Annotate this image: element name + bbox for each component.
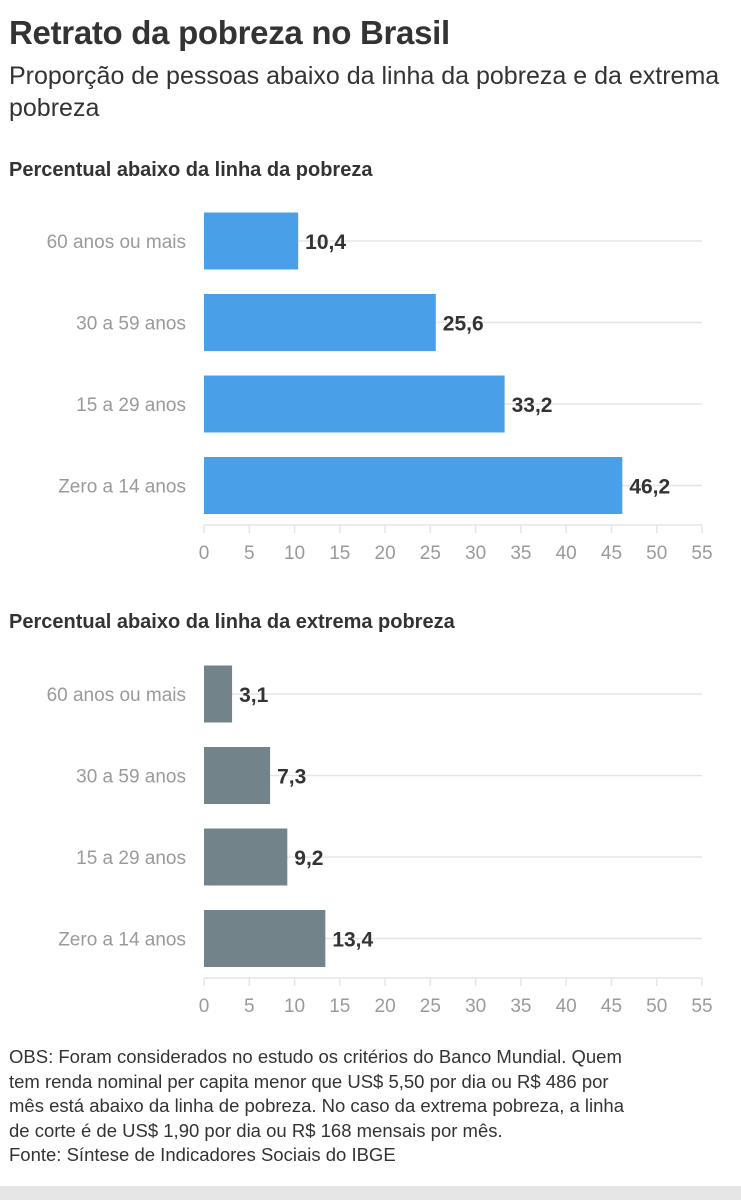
bar — [204, 457, 623, 514]
x-tick-label: 35 — [510, 543, 531, 564]
x-tick-label: 25 — [420, 996, 441, 1017]
data-label: 33,2 — [512, 394, 553, 417]
bar — [204, 910, 326, 967]
footnote-line: tem renda nominal per capita menor que U… — [9, 1070, 609, 1092]
footnote-line: OBS: Foram considerados no estudo os cri… — [9, 1046, 622, 1067]
category-label: 30 a 59 anos — [76, 767, 186, 788]
bar — [204, 294, 436, 351]
x-tick-label: 50 — [646, 996, 667, 1017]
category-label: 60 anos ou mais — [47, 685, 186, 706]
category-label: 15 a 29 anos — [76, 395, 186, 416]
footnote: OBS: Foram considerados no estudo os cri… — [9, 1045, 734, 1168]
data-label: 7,3 — [277, 766, 306, 789]
x-tick-label: 45 — [601, 996, 622, 1017]
x-tick-label: 55 — [691, 996, 712, 1017]
poverty-chart-title: Percentual abaixo da linha da pobreza — [9, 159, 373, 181]
x-tick-label: 5 — [244, 543, 255, 564]
x-tick-label: 0 — [199, 996, 210, 1017]
bottom-border — [0, 1186, 741, 1200]
x-tick-label: 55 — [691, 543, 712, 564]
data-label: 13,4 — [332, 929, 373, 952]
data-label: 3,1 — [239, 684, 269, 707]
x-tick-label: 25 — [420, 543, 441, 564]
data-label: 46,2 — [629, 476, 670, 499]
x-tick-label: 5 — [244, 996, 255, 1017]
bar — [204, 375, 505, 433]
x-tick-label: 40 — [556, 996, 577, 1017]
x-tick-label: 30 — [465, 996, 486, 1017]
x-tick-label: 20 — [375, 996, 396, 1017]
chart-subtitle: Proporção de pessoas abaixo da linha da … — [9, 62, 720, 122]
category-label: 60 anos ou mais — [47, 232, 186, 253]
bar — [204, 665, 233, 723]
category-label: 15 a 29 anos — [76, 848, 186, 869]
x-tick-label: 0 — [199, 543, 210, 564]
x-tick-label: 30 — [465, 543, 486, 564]
x-tick-label: 10 — [284, 996, 305, 1017]
x-tick-label: 45 — [601, 543, 622, 564]
x-tick-label: 40 — [556, 543, 577, 564]
x-tick-label: 15 — [329, 543, 350, 564]
data-label: 9,2 — [294, 847, 323, 870]
chart-title: Retrato da pobreza no Brasil — [9, 14, 450, 51]
category-label: Zero a 14 anos — [58, 477, 186, 498]
x-tick-label: 15 — [329, 996, 350, 1017]
x-tick-label: 50 — [646, 543, 667, 564]
poverty-bar-chart: 0 5 10 15 20 25 30 35 40 45 50 55 60 anos ou mais 10,… — [47, 212, 713, 564]
footnote-line: de corte é de US$ 1,90 por dia ou R$ 168… — [9, 1119, 503, 1141]
data-label: 25,6 — [443, 313, 484, 336]
x-tick-label: 20 — [375, 543, 396, 564]
extreme-poverty-chart-title: Percentual abaixo da linha da extrema po… — [9, 611, 455, 633]
source-line: Fonte: Síntese de Indicadores Sociais do… — [9, 1144, 396, 1165]
x-tick-label: 35 — [510, 996, 531, 1017]
bar — [204, 747, 271, 804]
data-label: 10,4 — [305, 231, 346, 254]
extreme-poverty-bar-chart: 0 5 10 15 20 25 30 35 40 45 50 55 60 anos ou mais 3,1… — [47, 665, 713, 1017]
bar — [204, 828, 288, 886]
bar — [204, 212, 299, 270]
footnote-line: mês está abaixo da linha de pobreza. No … — [9, 1095, 624, 1116]
x-tick-label: 10 — [284, 543, 305, 564]
category-label: Zero a 14 anos — [58, 930, 186, 951]
category-label: 30 a 59 anos — [76, 314, 186, 335]
